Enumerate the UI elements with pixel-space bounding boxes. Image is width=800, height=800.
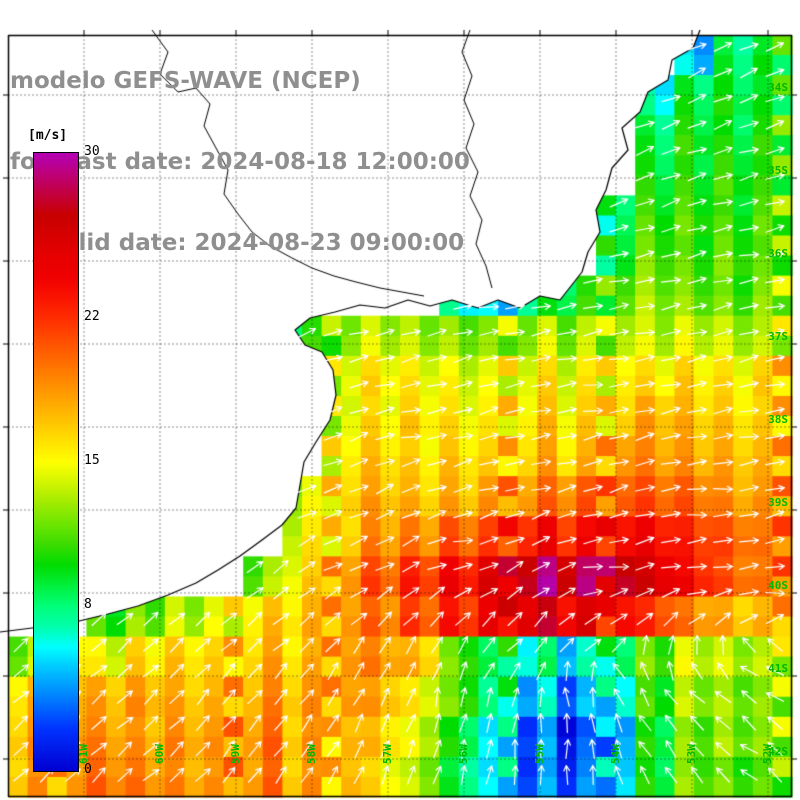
lat-label: 39S	[768, 496, 788, 509]
lon-label: 61W	[77, 744, 90, 764]
lat-label: 36S	[768, 247, 788, 260]
colorbar-unit-label: [m/s]	[28, 128, 68, 143]
lat-label: 38S	[768, 413, 788, 426]
lon-label: 56W	[457, 744, 470, 764]
lat-label: 37S	[768, 330, 788, 343]
lat-label: 41S	[768, 662, 788, 675]
lon-label: 58W	[305, 744, 318, 764]
lon-label: 53W	[685, 744, 698, 764]
lon-label: 57W	[381, 744, 394, 764]
colorbar-tick-label: 22	[84, 308, 100, 324]
lon-label: 59W	[229, 744, 242, 764]
lat-label: 35S	[768, 164, 788, 177]
colorbar-gradient	[33, 152, 79, 772]
lon-label: 60W	[153, 744, 166, 764]
lat-label: 34S	[768, 81, 788, 94]
lat-label: 42S	[768, 745, 788, 758]
lon-label: 55W	[533, 744, 546, 764]
model-title: modelo GEFS-WAVE (NCEP)	[10, 68, 361, 94]
colorbar-tick-label: 30	[84, 144, 100, 159]
lon-label: 52W	[761, 744, 774, 764]
colorbar-tick-label: 8	[84, 597, 92, 613]
colorbar-tick-label: 15	[84, 453, 100, 468]
lat-label: 40S	[768, 579, 788, 592]
colorbar-tick-label: 0	[84, 762, 92, 777]
lon-label: 54W	[609, 744, 622, 764]
